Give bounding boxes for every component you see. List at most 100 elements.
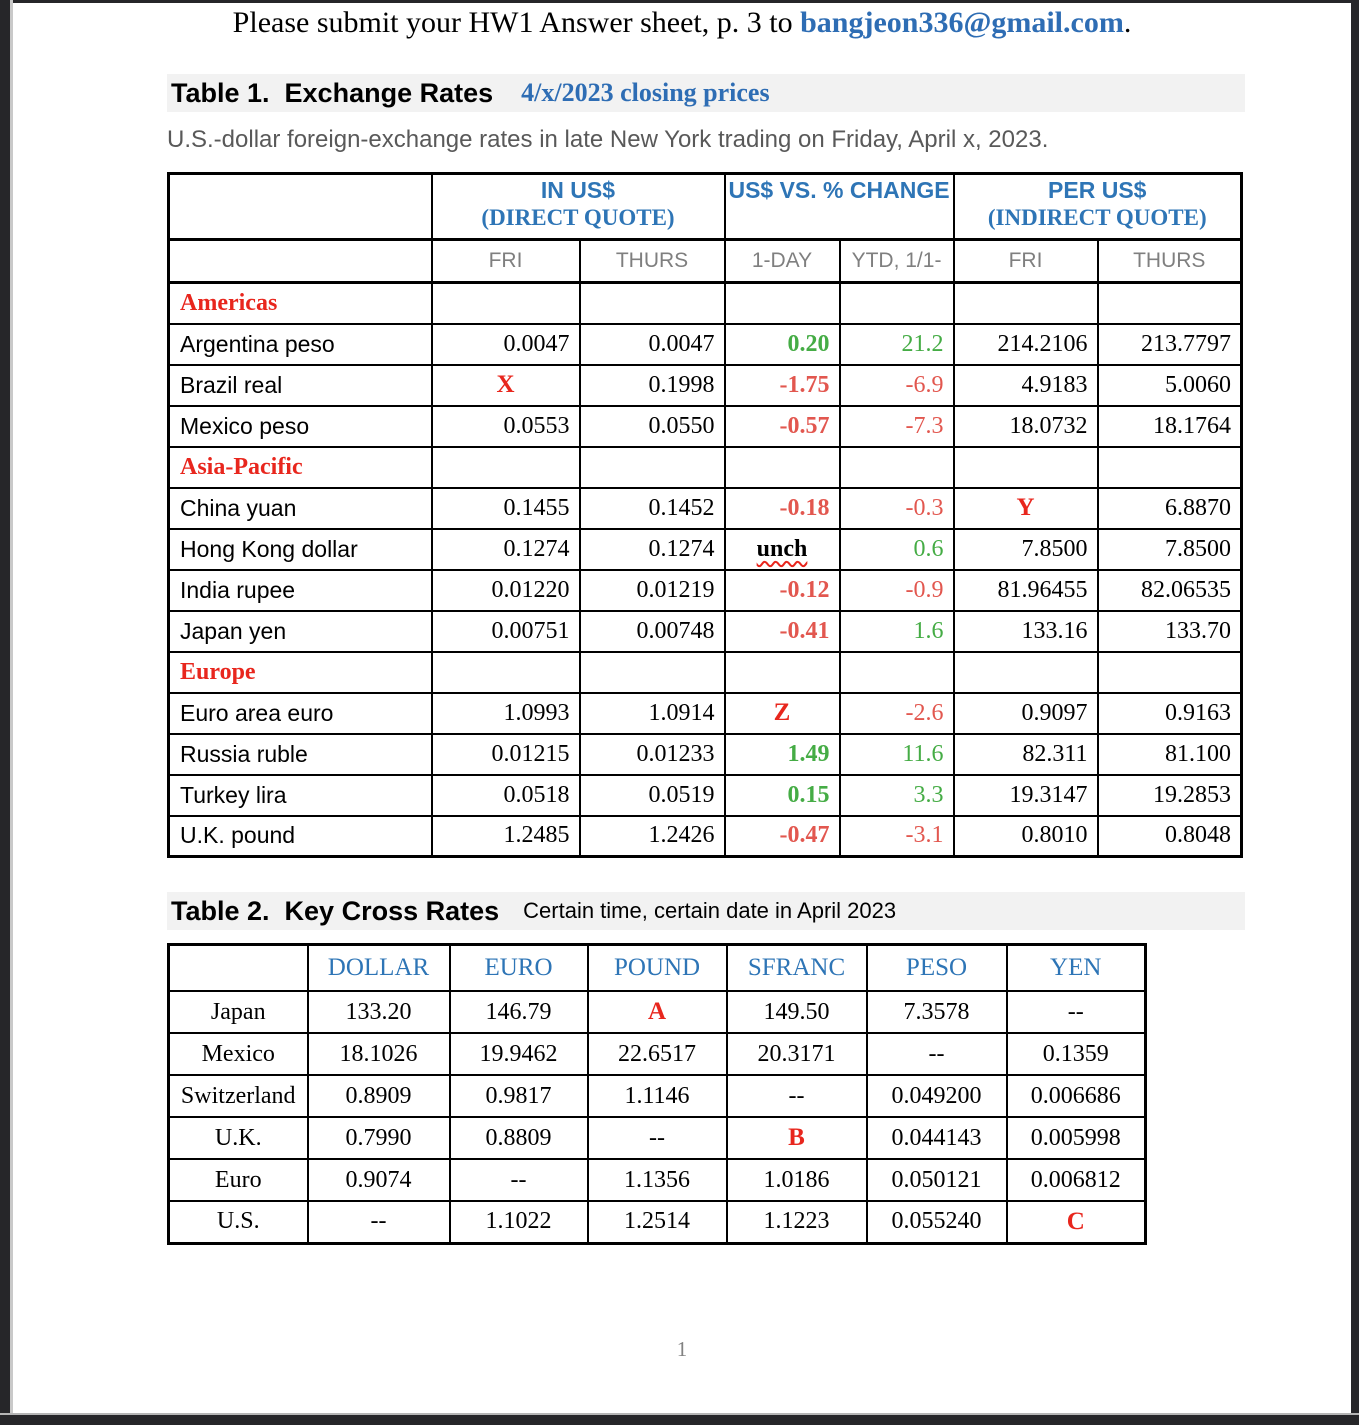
value-cell: 19.3147 [952,773,1099,817]
value-cell: 0.0553 [430,404,581,448]
exchange-rates-table: IN US$ (DIRECT QUOTE) US$ VS. % CHANGE P… [167,172,1244,858]
empty-cell [838,281,955,325]
group-header-in-usd: IN US$ (DIRECT QUOTE) [430,172,726,241]
value-cell: 1.2485 [430,814,581,858]
table1-title-band: Table 1. Exchange Rates 4/x/2023 closing… [167,74,1245,112]
value-cell: -0.47 [723,814,841,858]
value-cell: -3.1 [838,814,955,858]
value-cell: 146.79 [448,990,589,1034]
value-cell: -2.6 [838,691,955,735]
value-cell: 149.50 [725,990,868,1034]
value-cell: 1.2514 [586,1200,728,1244]
group-header-per-usd-line1: PER US$ [1048,177,1147,203]
table1-subtitle: U.S.-dollar foreign-exchange rates in la… [167,126,1049,153]
empty-cell [430,281,581,325]
row-label: Mexico peso [167,404,433,448]
section-label: Asia-Pacific [167,445,433,489]
row-label: U.K. pound [167,814,433,858]
email-link[interactable]: bangjeon336@gmail.com [800,6,1124,39]
section-label: Americas [167,281,433,325]
value-cell: 0.049200 [865,1074,1008,1118]
page-bottom-shadow [0,1413,1359,1415]
blank-header-cell [167,238,433,284]
value-cell: 0.050121 [865,1158,1008,1202]
empty-cell [838,650,955,694]
value-cell: 1.2426 [578,814,726,858]
empty-cell [723,281,841,325]
row-label: Euro [167,1158,309,1202]
empty-cell [578,650,726,694]
value-cell: -0.12 [723,568,841,612]
value-cell: 0.6 [838,527,955,571]
letter-cell: C [1005,1200,1147,1244]
value-cell: 6.8870 [1096,486,1243,530]
value-cell: -- [586,1116,728,1160]
value-cell: 0.8010 [952,814,1099,858]
col-header-thurs: THURS [578,238,726,284]
value-cell: 11.6 [838,732,955,776]
empty-cell [723,445,841,489]
section-label: Europe [167,650,433,694]
viewer-right-edge [1351,0,1359,1425]
value-cell: 1.0993 [430,691,581,735]
submission-instruction: Please submit your HW1 Answer sheet, p. … [13,6,1351,40]
value-cell: 0.006686 [1005,1074,1147,1118]
col-header-sfranc: SFRANC [725,943,868,992]
letter-cell: A [586,990,728,1034]
value-cell: 1.0914 [578,691,726,735]
value-cell: 1.6 [838,609,955,653]
value-cell: -0.9 [838,568,955,612]
viewer-top-edge [0,0,1359,3]
col-header-per-fri: FRI [952,238,1099,284]
table-row: U.S. -- 1.1022 1.2514 1.1223 0.055240 C [167,1200,1147,1244]
value-cell: -0.18 [723,486,841,530]
value-cell: 0.0047 [430,322,581,366]
value-cell: 0.9074 [306,1158,451,1202]
page-number: 1 [676,1337,688,1361]
value-cell: 19.9462 [448,1032,589,1076]
group-header-in-usd-line2: (DIRECT QUOTE) [481,205,675,230]
col-header-per-thurs: THURS [1096,238,1243,284]
value-cell: 1.1146 [586,1074,728,1118]
empty-cell [1096,650,1243,694]
table-row: Brazil real X 0.1998 -1.75 -6.9 4.9183 5.0060 [167,363,1243,407]
col-header-pound: POUND [586,943,728,992]
table-row: Mexico 18.1026 19.9462 22.6517 20.3171 -- 0.13… [167,1032,1147,1076]
value-cell: 7.8500 [1096,527,1243,571]
value-cell: 4.9183 [952,363,1099,407]
value-cell: 1.0186 [725,1158,868,1202]
value-cell: 82.311 [952,732,1099,776]
value-cell: 0.0047 [578,322,726,366]
letter-cell: Y [952,486,1099,530]
value-cell: 0.01219 [578,568,726,612]
table1-group-header-row: IN US$ (DIRECT QUOTE) US$ VS. % CHANGE P… [167,172,1243,241]
table-row: Switzerland 0.8909 0.9817 1.1146 -- 0.049200 0… [167,1074,1147,1118]
value-cell: 0.9817 [448,1074,589,1118]
letter-cell: Z [723,691,841,735]
row-label: Argentina peso [167,322,433,366]
row-label: Switzerland [167,1074,309,1118]
key-cross-rates-table: DOLLAR EURO POUND SFRANC PESO YEN Japan 1… [167,943,1147,1245]
blank-header-cell [167,943,309,992]
value-cell: -- [448,1158,589,1202]
value-cell: 19.2853 [1096,773,1243,817]
table2-title: Table 2. Key Cross Rates [171,895,500,926]
row-label: Japan yen [167,609,433,653]
table-row: Mexico peso 0.0553 0.0550 -0.57 -7.3 18.0732 1… [167,404,1243,448]
value-cell: 0.0518 [430,773,581,817]
value-cell: -- [865,1032,1008,1076]
table-row: Japan 133.20 146.79 A 149.50 7.3578 -- [167,990,1147,1034]
value-cell: 0.0550 [578,404,726,448]
value-cell: -7.3 [838,404,955,448]
empty-cell [952,445,1099,489]
instruction-text: Please submit your HW1 Answer sheet, p. … [232,6,801,39]
table-row: India rupee 0.01220 0.01219 -0.12 -0.9 81.964… [167,568,1243,612]
section-row: Americas [167,281,1243,325]
row-label: Euro area euro [167,691,433,735]
empty-cell [723,650,841,694]
value-cell: 82.06535 [1096,568,1243,612]
value-cell: 133.70 [1096,609,1243,653]
value-cell: 18.1026 [306,1032,451,1076]
section-row: Europe [167,650,1243,694]
letter-cell: B [725,1116,868,1160]
